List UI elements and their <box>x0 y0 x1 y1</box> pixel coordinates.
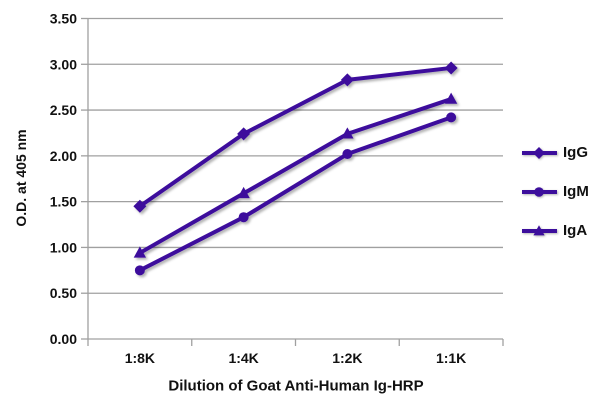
circle-marker-icon <box>446 112 457 123</box>
x-tick-label: 1:4K <box>228 350 258 366</box>
legend-item-igg: IgG <box>521 140 589 165</box>
circle-marker-icon <box>342 149 353 160</box>
diamond-marker-icon <box>133 199 147 213</box>
legend-item-iga: IgA <box>521 218 589 243</box>
y-tick-label: 0.00 <box>50 331 77 347</box>
y-tick-label: 3.00 <box>50 56 77 72</box>
legend-item-igm: IgM <box>521 179 589 204</box>
triangle-marker-icon <box>521 223 558 239</box>
triangle-marker-icon <box>237 186 250 199</box>
y-tick-label: 2.00 <box>50 148 77 164</box>
legend: IgG IgM IgA <box>521 140 589 243</box>
circle-marker-icon <box>521 184 558 200</box>
y-tick-label: 1.00 <box>50 239 77 255</box>
circle-marker-icon <box>238 212 249 223</box>
diamond-marker-icon <box>444 61 458 75</box>
x-axis-title: Dilution of Goat Anti-Human Ig-HRP <box>168 377 424 395</box>
circle-marker-icon <box>134 265 145 276</box>
diamond-marker-icon <box>521 145 558 161</box>
legend-label-igm: IgM <box>563 183 589 200</box>
series-line-IgG <box>138 65 452 208</box>
legend-label-igg: IgG <box>563 144 588 161</box>
y-tick-label: 0.50 <box>50 285 77 301</box>
triangle-marker-icon <box>133 246 147 258</box>
series-IgA <box>133 92 458 258</box>
series-line-IgA <box>138 97 452 255</box>
y-tick-label: 2.50 <box>50 102 77 118</box>
y-tick-label: 1.50 <box>50 194 77 210</box>
triangle-marker-icon <box>444 92 458 104</box>
series-line-IgM <box>138 115 452 273</box>
x-tick-label: 1:8K <box>125 350 155 366</box>
legend-label-iga: IgA <box>563 222 588 239</box>
series-IgM <box>134 112 457 276</box>
diamond-marker-icon <box>237 127 251 141</box>
x-tick-label: 1:2K <box>332 350 362 366</box>
triangle-marker-icon <box>341 127 354 139</box>
series-IgG <box>133 61 458 213</box>
y-tick-label: 3.50 <box>50 11 77 27</box>
diamond-marker-icon <box>340 73 354 87</box>
y-axis-title: O.D. at 405 nm <box>13 129 29 227</box>
x-tick-label: 1:1K <box>436 350 466 366</box>
